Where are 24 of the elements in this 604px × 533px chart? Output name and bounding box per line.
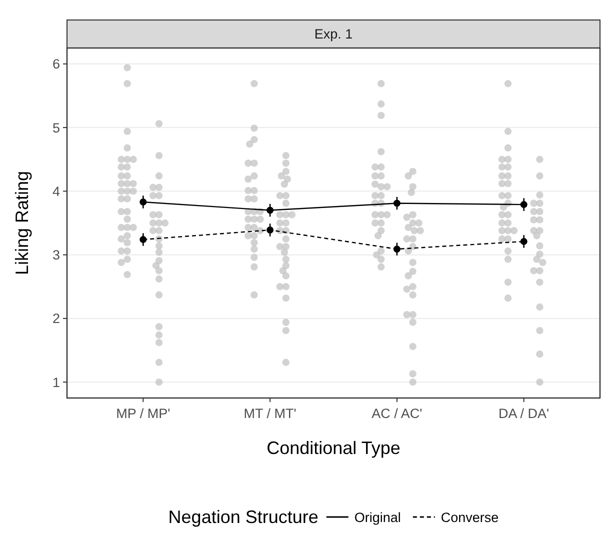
y-tick-label: 5 xyxy=(52,120,60,136)
point xyxy=(140,198,147,206)
point xyxy=(520,238,528,245)
x-tick-label: DA / DA' xyxy=(498,406,550,421)
x-tick-label: MP / MP' xyxy=(116,406,170,421)
x-tick-label: AC / AC' xyxy=(372,406,422,421)
y-axis-title: Liking Rating xyxy=(12,170,32,276)
y-tick-label: 2 xyxy=(52,311,60,326)
point xyxy=(140,236,147,244)
point xyxy=(266,226,274,234)
point xyxy=(520,201,528,208)
point xyxy=(266,206,274,214)
chart-title: Exp. 1 xyxy=(314,26,353,42)
x-tick-label: MT / MT' xyxy=(244,406,296,421)
point xyxy=(393,246,400,253)
y-tick-label: 3 xyxy=(52,248,60,263)
x-axis-title: Conditional Type xyxy=(266,438,400,458)
y-tick-label: 6 xyxy=(52,56,60,72)
legend-title: Negation Structure xyxy=(168,507,318,527)
point xyxy=(393,200,400,207)
legend-label: Converse xyxy=(440,510,499,525)
y-tick-label: 1 xyxy=(52,374,60,390)
y-tick-label: 4 xyxy=(52,184,60,199)
legend-label: Original xyxy=(354,510,401,525)
